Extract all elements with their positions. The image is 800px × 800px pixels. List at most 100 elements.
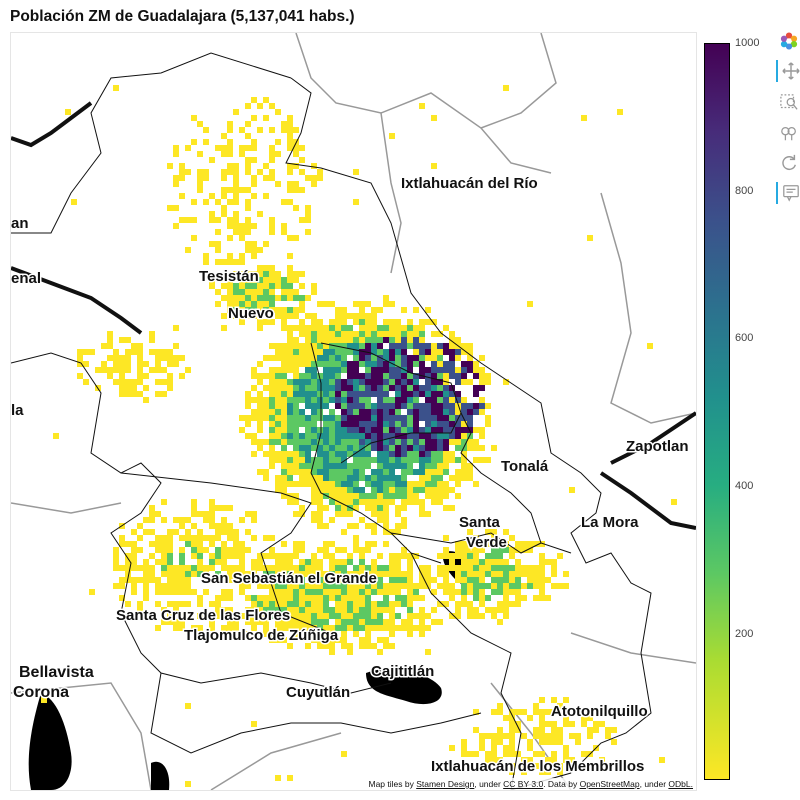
density-pixel	[251, 253, 257, 259]
hover-icon[interactable]	[776, 182, 800, 204]
density-pixel	[227, 619, 233, 625]
density-pixel	[581, 751, 587, 757]
density-pixel	[371, 403, 377, 409]
density-pixel	[155, 583, 161, 589]
density-pixel	[323, 343, 329, 349]
density-pixel	[293, 397, 299, 403]
density-pixel	[395, 439, 401, 445]
density-pixel	[257, 391, 263, 397]
density-pixel	[179, 583, 185, 589]
density-pixel	[455, 481, 461, 487]
density-pixel	[305, 571, 311, 577]
density-pixel	[293, 439, 299, 445]
density-pixel	[215, 217, 221, 223]
stamen-link[interactable]: Stamen Design	[416, 779, 475, 789]
density-pixel	[479, 571, 485, 577]
density-pixel	[353, 319, 359, 325]
density-pixel	[359, 643, 365, 649]
density-pixel	[395, 613, 401, 619]
density-pixel	[311, 283, 317, 289]
reset-icon[interactable]	[776, 152, 798, 174]
density-pixel	[167, 577, 173, 583]
density-pixel	[467, 403, 473, 409]
density-pixel	[365, 457, 371, 463]
density-pixel	[437, 355, 443, 361]
density-pixel	[299, 415, 305, 421]
density-pixel	[251, 241, 257, 247]
density-pixel	[263, 631, 269, 637]
density-pixel	[419, 487, 425, 493]
density-pixel	[371, 643, 377, 649]
density-pixel	[419, 385, 425, 391]
density-pixel	[551, 739, 557, 745]
density-pixel	[509, 535, 515, 541]
density-pixel	[305, 475, 311, 481]
density-pixel	[311, 469, 317, 475]
density-pixel	[299, 547, 305, 553]
density-pixel	[413, 487, 419, 493]
density-pixel	[137, 349, 143, 355]
density-pixel	[191, 199, 197, 205]
density-pixel	[377, 565, 383, 571]
density-pixel	[155, 577, 161, 583]
density-pixel	[119, 337, 125, 343]
density-pixel	[347, 331, 353, 337]
cc-by-link[interactable]: CC BY 3.0	[503, 779, 544, 789]
bokeh-logo-icon[interactable]	[776, 30, 798, 52]
map-canvas[interactable]: Ixtlahuacán del Río Zapotlan Tesistán Nu…	[11, 33, 696, 790]
density-pixel	[371, 391, 377, 397]
density-pixel	[167, 559, 173, 565]
density-pixel	[305, 175, 311, 181]
density-pixel	[323, 463, 329, 469]
osm-link[interactable]: OpenStreetMap	[579, 779, 640, 789]
basemap-highways	[11, 101, 696, 530]
density-pixel	[395, 523, 401, 529]
density-pixel	[353, 607, 359, 613]
density-pixel	[221, 205, 227, 211]
density-pixel	[407, 361, 413, 367]
density-pixel	[401, 505, 407, 511]
density-pixel	[599, 721, 605, 727]
density-pixel	[395, 487, 401, 493]
density-pixel	[125, 337, 131, 343]
density-pixel	[323, 367, 329, 373]
density-pixel	[269, 439, 275, 445]
density-pixel	[377, 397, 383, 403]
density-pixel	[407, 319, 413, 325]
density-pixel	[413, 361, 419, 367]
map-plot[interactable]: Ixtlahuacán del Río Zapotlan Tesistán Nu…	[10, 32, 697, 791]
density-pixel	[275, 367, 281, 373]
density-pixel	[263, 577, 269, 583]
density-pixel	[281, 289, 287, 295]
density-pixel	[461, 457, 467, 463]
density-pixel	[407, 331, 413, 337]
density-pixel	[167, 547, 173, 553]
density-pixel	[269, 157, 275, 163]
pan-icon[interactable]	[776, 60, 800, 82]
density-pixel	[551, 571, 557, 577]
density-pixel	[395, 421, 401, 427]
density-pixel	[317, 547, 323, 553]
density-pixel	[269, 421, 275, 427]
density-pixel	[407, 583, 413, 589]
place-label-ixtlahuacan-membrillos: Ixtlahuacán de los Membrillos	[431, 758, 644, 775]
density-pixel	[527, 577, 533, 583]
density-pixel	[461, 595, 467, 601]
density-pixel	[317, 403, 323, 409]
density-pixel	[431, 367, 437, 373]
density-pixel	[473, 565, 479, 571]
box-zoom-icon[interactable]	[776, 92, 798, 114]
density-pixel	[227, 139, 233, 145]
odbl-link[interactable]: ODbL.	[668, 779, 693, 789]
density-pixel	[425, 307, 431, 313]
density-pixel	[455, 367, 461, 373]
density-pixel	[197, 595, 203, 601]
density-pixel	[203, 259, 209, 265]
density-pixel	[329, 649, 335, 655]
density-pixel	[317, 439, 323, 445]
density-pixel	[383, 403, 389, 409]
wheel-zoom-icon[interactable]	[776, 122, 798, 144]
density-pixel	[491, 529, 497, 535]
density-pixel	[311, 373, 317, 379]
density-pixel	[335, 373, 341, 379]
